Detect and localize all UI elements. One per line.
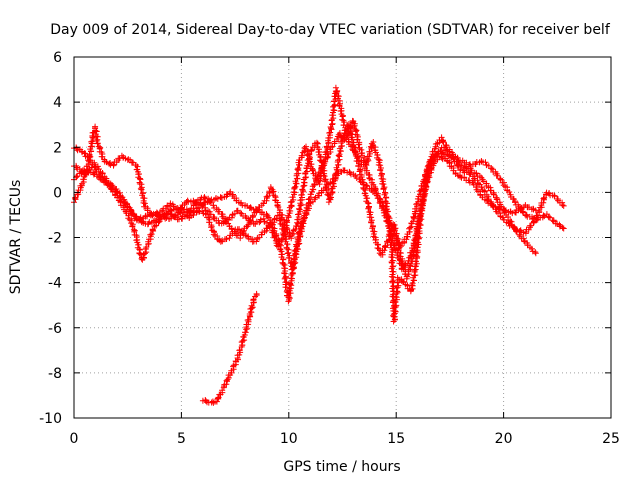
x-tick-label: 5 — [177, 431, 186, 447]
y-tick-label: 4 — [53, 95, 62, 111]
y-tick-label: -8 — [48, 366, 62, 382]
x-tick-label: 0 — [70, 431, 79, 447]
axis-ticks: 0 5 10 15 20 25 -10 -8 -6 -4 -2 0 2 4 6 — [39, 50, 620, 447]
x-axis-label: GPS time / hours — [283, 459, 400, 475]
y-tick-label: 0 — [53, 185, 62, 201]
y-tick-label: 2 — [53, 140, 62, 156]
y-tick-label: -2 — [48, 231, 62, 247]
x-tick-label: 15 — [387, 431, 405, 447]
x-tick-label: 25 — [602, 431, 620, 447]
chart-title: Day 009 of 2014, Sidereal Day-to-day VTE… — [50, 22, 611, 38]
y-tick-label: -10 — [39, 411, 62, 427]
series-arc-5 — [199, 290, 260, 406]
y-tick-label: 6 — [53, 50, 62, 66]
x-tick-label: 20 — [495, 431, 513, 447]
series-markers — [199, 290, 260, 406]
y-axis-label: SDTVAR / TECUs — [8, 180, 24, 295]
y-tick-label: -6 — [48, 321, 62, 337]
y-tick-label: -4 — [48, 276, 62, 292]
x-tick-label: 10 — [280, 431, 298, 447]
